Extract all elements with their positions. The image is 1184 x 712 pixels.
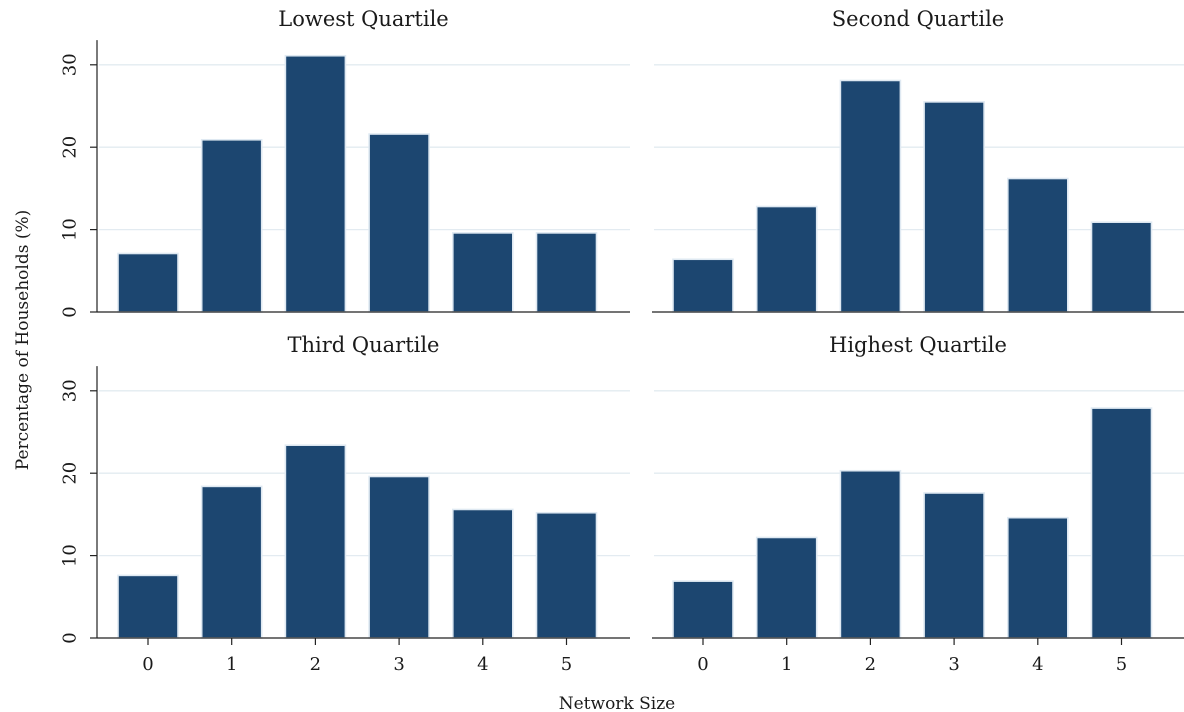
bar-lowest-quartile-3	[368, 133, 430, 313]
bar-second-quartile-5	[1090, 221, 1153, 313]
bar-third-quartile-3	[368, 475, 430, 639]
x-tick-label: 1	[226, 654, 237, 675]
x-tick-label: 3	[393, 654, 404, 675]
bar-lowest-quartile-2	[284, 54, 347, 313]
bar-lowest-quartile-5	[535, 232, 598, 313]
y-tick-label: 10	[59, 218, 80, 241]
bar-third-quartile-0	[117, 574, 179, 639]
x-tick-label: 4	[1032, 654, 1043, 675]
bar-lowest-quartile-4	[451, 232, 514, 313]
bar-second-quartile-1	[755, 205, 818, 313]
y-tick-label: 0	[59, 306, 80, 317]
x-tick-label: 0	[142, 654, 153, 675]
panel-lowest-quartile: 0 10 20 30 Lowest Quartile	[59, 7, 630, 318]
bar-highest-quartile-4	[1006, 516, 1069, 639]
bar-third-quartile-5	[535, 511, 598, 639]
bar-third-quartile-4	[451, 508, 514, 639]
bar-highest-quartile-2	[839, 469, 902, 639]
bar-second-quartile-2	[839, 79, 902, 313]
bar-second-quartile-4	[1006, 177, 1069, 313]
x-tick-label: 3	[948, 654, 959, 675]
bar-third-quartile-1	[200, 485, 263, 639]
y-tick-label: 0	[59, 632, 80, 643]
bar-second-quartile-3	[923, 101, 985, 313]
x-tick-label: 4	[477, 654, 488, 675]
bar-highest-quartile-0	[672, 580, 734, 639]
bar-second-quartile-0	[672, 258, 734, 313]
bar-highest-quartile-3	[923, 492, 985, 639]
panel-title: Lowest Quartile	[278, 7, 448, 31]
panel-title: Second Quartile	[832, 7, 1004, 31]
x-axis-title: Network Size	[559, 694, 676, 712]
y-tick-label: 20	[59, 462, 80, 485]
x-tick-label: 5	[1116, 654, 1127, 675]
panel-title: Highest Quartile	[829, 333, 1007, 357]
x-tick-label: 0	[697, 654, 708, 675]
panel-highest-quartile: 0 1 2 3 4 5 Highest Quartile	[652, 333, 1184, 675]
y-tick-label: 30	[59, 379, 80, 402]
x-tick-label: 5	[561, 654, 572, 675]
y-tick-label: 10	[59, 544, 80, 567]
panel-third-quartile: 0 10 20 30 0 1 2 3 4 5 Third Quartile	[59, 333, 630, 675]
x-tick-label: 1	[781, 654, 792, 675]
bar-highest-quartile-1	[755, 536, 818, 639]
panel-second-quartile: Second Quartile	[652, 7, 1184, 313]
bar-highest-quartile-5	[1090, 407, 1153, 639]
bar-third-quartile-2	[284, 444, 347, 639]
y-axis-title: Percentage of Households (%)	[13, 210, 33, 470]
bar-lowest-quartile-1	[200, 138, 263, 313]
panel-title: Third Quartile	[287, 333, 439, 357]
x-tick-label: 2	[310, 654, 321, 675]
y-tick-label: 20	[59, 136, 80, 159]
x-tick-label: 2	[865, 654, 876, 675]
bar-lowest-quartile-0	[117, 252, 179, 313]
y-tick-label: 30	[59, 53, 80, 76]
